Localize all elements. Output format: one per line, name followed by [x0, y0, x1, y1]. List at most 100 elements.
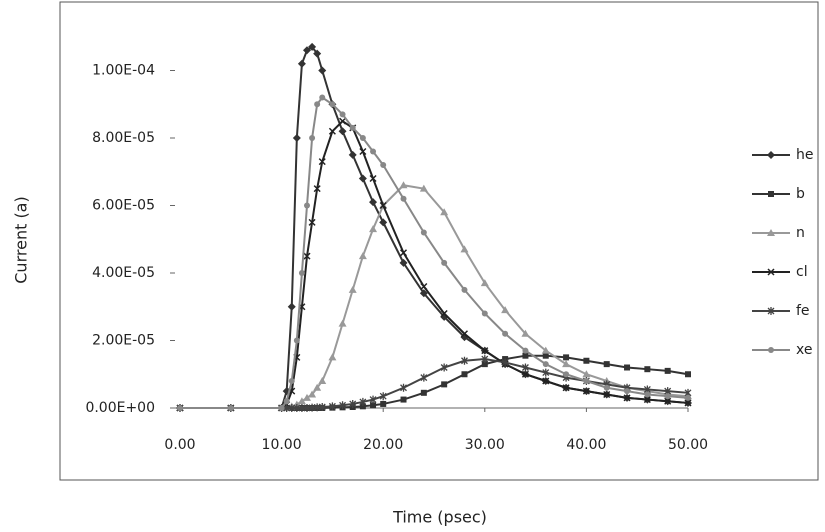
- data-point: [288, 378, 295, 384]
- data-point: [542, 352, 549, 359]
- data-point: [329, 101, 336, 108]
- y-tick-label: 1.00E-04: [92, 63, 155, 79]
- data-point: [287, 302, 296, 311]
- data-point: [664, 393, 671, 400]
- data-point: [420, 282, 428, 291]
- data-point: [318, 158, 326, 166]
- data-point: [318, 377, 327, 384]
- data-point: [349, 399, 357, 408]
- data-point: [309, 135, 316, 141]
- data-point: [521, 329, 530, 337]
- y-tick-label: 2.00E-05: [92, 333, 155, 349]
- data-point: [339, 117, 347, 125]
- data-point: [624, 364, 631, 371]
- data-point: [303, 393, 311, 401]
- data-point: [369, 174, 377, 183]
- series-line: [180, 184, 689, 409]
- legend-label: b: [796, 186, 805, 202]
- data-point: [278, 405, 285, 411]
- data-point: [542, 361, 549, 368]
- data-point: [461, 371, 468, 378]
- data-point: [684, 399, 692, 407]
- series-line: [180, 96, 689, 409]
- data-point: [562, 360, 571, 368]
- data-point: [419, 289, 428, 298]
- data-point: [502, 330, 509, 337]
- data-point: [460, 245, 469, 253]
- data-point: [318, 402, 326, 411]
- data-point: [400, 195, 407, 202]
- data-point: [542, 377, 550, 385]
- data-point: [303, 46, 311, 55]
- data-point: [542, 368, 550, 377]
- legend-label: cl: [796, 264, 808, 280]
- data-point: [358, 252, 367, 260]
- data-point: [380, 162, 387, 168]
- data-point: [339, 401, 347, 410]
- data-point: [562, 384, 570, 392]
- data-point: [420, 229, 427, 236]
- data-point: [338, 127, 347, 136]
- legend-marker: [767, 151, 775, 159]
- data-point: [461, 356, 468, 365]
- data-point: [644, 366, 651, 373]
- data-point: [348, 285, 357, 293]
- x-tick-label: 40.00: [566, 437, 606, 453]
- data-point: [603, 361, 610, 368]
- chart-frame: [59, 1, 819, 481]
- y-tick-label: 0.00E+00: [85, 400, 155, 416]
- data-point: [521, 370, 529, 378]
- data-point: [349, 124, 356, 131]
- data-point: [369, 198, 378, 207]
- x-tick-label: 10.00: [262, 437, 302, 453]
- y-axis-title: Current (a): [12, 196, 31, 283]
- data-point: [582, 387, 590, 395]
- data-point: [522, 347, 529, 354]
- data-point: [460, 330, 469, 338]
- series-line: [180, 45, 689, 409]
- data-point: [501, 358, 509, 367]
- data-point: [380, 400, 387, 407]
- x-tick-label: 50.00: [668, 437, 708, 453]
- data-point: [541, 346, 550, 354]
- data-point: [644, 391, 651, 398]
- data-point: [283, 404, 291, 412]
- data-point: [643, 396, 651, 404]
- data-point: [583, 357, 590, 364]
- legend-label: fe: [796, 303, 810, 319]
- data-point: [359, 403, 366, 410]
- legend-marker: [767, 229, 775, 236]
- data-point: [664, 397, 672, 405]
- data-point: [501, 306, 510, 314]
- data-point: [358, 174, 367, 183]
- data-point: [603, 390, 611, 399]
- data-point: [370, 148, 377, 155]
- data-point: [603, 384, 610, 391]
- data-point: [319, 94, 326, 101]
- data-point: [563, 354, 570, 361]
- legend-marker: [768, 191, 774, 197]
- data-point: [582, 370, 591, 378]
- data-point: [563, 371, 570, 378]
- data-point: [318, 66, 327, 75]
- legend-marker: [768, 347, 774, 353]
- data-point: [283, 398, 290, 405]
- data-point: [623, 394, 631, 402]
- data-point: [177, 405, 183, 411]
- data-point: [400, 383, 407, 392]
- data-point: [359, 135, 366, 141]
- x-tick-label: 20.00: [363, 437, 403, 453]
- data-point: [420, 373, 428, 382]
- data-point: [399, 181, 408, 189]
- legend-label: xe: [796, 342, 812, 358]
- y-tick-label: 4.00E-05: [92, 265, 155, 281]
- data-point: [328, 402, 336, 411]
- data-point: [298, 404, 306, 412]
- data-point: [399, 258, 408, 267]
- x-tick-label: 30.00: [465, 437, 505, 453]
- data-point: [328, 127, 336, 135]
- data-point: [685, 371, 691, 378]
- data-point: [308, 390, 317, 398]
- data-point: [297, 59, 306, 68]
- data-point: [304, 202, 310, 209]
